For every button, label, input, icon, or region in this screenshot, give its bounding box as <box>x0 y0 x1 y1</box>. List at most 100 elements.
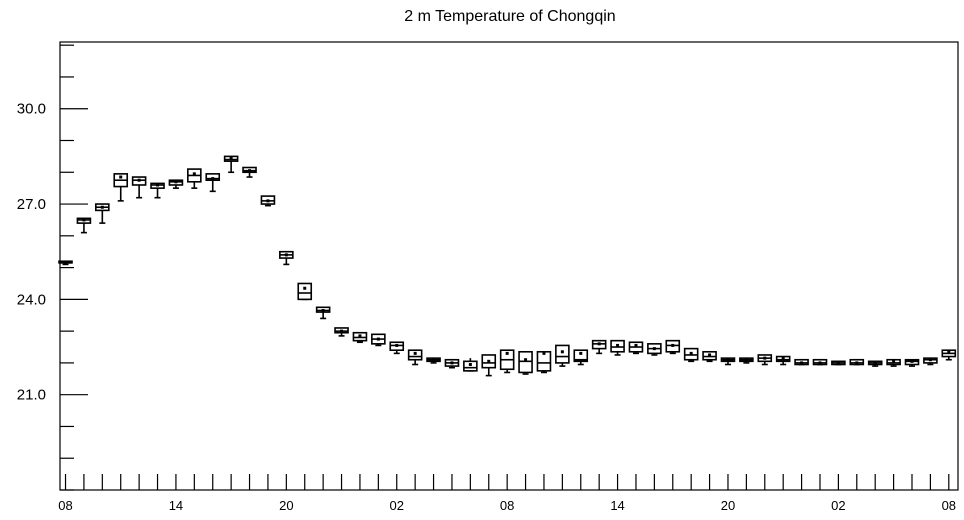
box-mean-marker <box>156 183 160 187</box>
box-body <box>536 350 552 372</box>
box-mean-marker <box>873 361 877 365</box>
y-tick-label: 21.0 <box>17 387 46 404</box>
x-tick-label: 08 <box>500 498 514 513</box>
box-item <box>499 349 515 374</box>
box-mean-marker <box>947 350 951 354</box>
box-item <box>426 357 441 364</box>
box-item <box>95 203 110 224</box>
x-tick-label: 08 <box>58 498 72 513</box>
box-mean-marker <box>211 177 215 181</box>
box-mean-marker <box>450 361 454 365</box>
box-mean-marker <box>836 361 840 365</box>
box-item <box>794 358 809 366</box>
box-mean-marker <box>892 359 896 363</box>
y-tick-label: 30.0 <box>17 101 46 118</box>
x-tick-label: 02 <box>831 498 845 513</box>
box-mean-marker <box>192 172 196 176</box>
box-item <box>923 357 938 366</box>
box-item <box>187 168 202 189</box>
box-mean-marker <box>64 261 68 265</box>
box-item <box>260 195 276 207</box>
box-mean-marker <box>468 362 472 366</box>
box-item <box>334 327 349 337</box>
box-item <box>76 217 92 234</box>
box-mean-marker <box>413 351 417 355</box>
box-mean-marker <box>100 205 104 209</box>
box-mean-marker <box>726 358 730 362</box>
box-item <box>665 339 681 355</box>
box-mean-marker <box>505 351 509 355</box>
y-axis: 21.0 24.0 27.0 30.0 <box>17 44 88 491</box>
box-item <box>407 349 423 366</box>
box-mean-marker <box>321 308 325 312</box>
box-item <box>867 360 883 367</box>
box-item <box>242 166 257 178</box>
box-mean-marker <box>818 361 822 365</box>
box-item <box>720 357 736 366</box>
box-mean-marker <box>524 358 528 362</box>
box-item <box>223 155 239 174</box>
box-mean-marker <box>616 343 620 347</box>
box-item <box>536 350 552 374</box>
box-mean-marker <box>781 356 785 360</box>
box-mean-marker <box>340 329 344 333</box>
box-body <box>555 344 570 364</box>
box-mean-marker <box>284 253 288 257</box>
box-body <box>407 349 423 361</box>
box-mean-marker <box>652 347 656 351</box>
box-item <box>610 339 625 356</box>
box-item <box>941 349 957 361</box>
box-item <box>131 176 147 199</box>
box-item <box>371 333 386 347</box>
box-item <box>463 358 478 372</box>
box-item <box>113 173 129 202</box>
box-item <box>702 350 717 363</box>
box-item <box>389 341 405 355</box>
box-item <box>205 173 221 193</box>
box-mean-marker <box>358 334 362 338</box>
box-item <box>904 358 920 367</box>
box-item <box>315 306 331 320</box>
box-mean-marker <box>671 343 675 347</box>
x-axis: 08 14 20 02 08 14 20 02 08 <box>58 474 956 513</box>
box-mean-marker <box>579 351 583 355</box>
box-item <box>518 350 533 375</box>
box-item <box>683 347 699 363</box>
box-body <box>297 282 313 301</box>
box-body <box>573 349 589 363</box>
box-body <box>463 360 478 372</box>
box-mean-marker <box>800 361 804 365</box>
box-mean-marker <box>119 175 123 179</box>
box-mean-marker <box>137 178 141 182</box>
box-mean-marker <box>634 343 638 347</box>
box-item <box>647 343 662 356</box>
box-mean-marker <box>82 218 86 222</box>
box-mean-marker <box>248 169 252 173</box>
box-item <box>757 354 773 366</box>
box-item <box>775 355 791 366</box>
box-item <box>352 331 368 344</box>
box-item <box>150 182 165 199</box>
x-tick-label: 08 <box>942 498 956 513</box>
box-item <box>849 358 865 366</box>
box-mean-marker <box>744 358 748 362</box>
y-tick-label: 27.0 <box>17 196 46 213</box>
box-mean-marker <box>303 286 307 290</box>
x-tick-label: 14 <box>169 498 183 513</box>
box-mean-marker <box>910 359 914 363</box>
box-mean-marker <box>560 350 564 354</box>
box-mean-marker <box>928 358 932 362</box>
box-mean-marker <box>855 361 859 365</box>
box-mean-marker <box>597 342 601 346</box>
box-item <box>739 357 754 364</box>
box-mean-marker <box>266 199 270 203</box>
box-item <box>573 349 589 366</box>
plot-frame <box>59 41 959 491</box>
box-mean-marker <box>487 359 491 363</box>
box-item <box>886 358 901 367</box>
box-item <box>481 354 497 377</box>
box-item <box>628 341 644 355</box>
x-tick-label: 20 <box>721 498 735 513</box>
box-mean-marker <box>376 337 380 341</box>
